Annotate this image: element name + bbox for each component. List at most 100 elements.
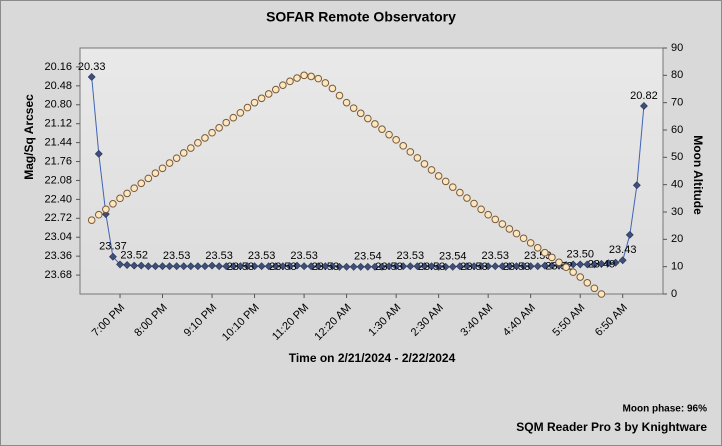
y-tick-label: 20.80 [44,99,72,111]
moon-point [300,71,308,80]
moon-point [505,225,514,233]
sqm-point [130,261,139,270]
moon-point [208,128,216,137]
sqm-point [590,260,599,269]
moon-point [385,130,393,139]
moon-point [250,98,259,107]
moon-point [151,169,160,177]
moon-point [109,200,117,208]
sqm-point [116,260,124,269]
y-tick-label: 23.68 [44,269,72,281]
sqm-point [342,262,351,271]
y2-tick-label: 20 [671,233,683,245]
sqm-point [123,261,132,269]
sqm-point [201,262,209,271]
sqm-point [151,262,160,271]
moon-point [420,160,429,168]
moon-point [364,114,372,123]
moon-point [356,109,365,118]
y-tick-label: 21.12 [44,118,72,130]
sqm-point [257,262,266,271]
sqm-point [583,260,592,269]
sqm-point [597,259,606,268]
sqm-point [101,210,110,219]
moon-point [293,74,301,82]
moon-point [264,90,273,98]
sqm-point [335,262,344,271]
sqm-point [321,262,330,271]
sqm-point [193,262,202,271]
sqm-point [413,262,422,271]
moon-point [463,194,471,202]
sqm-point [137,261,146,270]
moon-point [321,79,330,87]
data-label: 23.37 [99,241,127,253]
sqm-point [392,262,401,271]
y-tick-label: 23.36 [44,250,72,262]
sqm-point [427,262,436,271]
y2-tick-label: 50 [671,151,683,163]
data-label: 23.52 [120,250,148,262]
data-label: 20.82 [630,90,658,102]
moon-point [526,239,535,247]
y-axis-label: Mag/Sq Arcsec [22,94,36,180]
moon-point [371,120,379,128]
sqm-point [406,262,415,271]
moon-point [194,139,202,147]
data-label: 23.53 [312,261,340,273]
sqm-point [618,256,627,265]
sqm-point [370,262,379,271]
data-label: 23.53 [248,250,276,262]
moon-point [413,154,422,162]
sqm-point [484,262,493,271]
moon-point [130,184,138,193]
y2-tick-label: 40 [671,179,683,191]
y2-tick-label: 60 [671,124,683,136]
moon-point [165,159,174,167]
sqm-point [278,262,287,271]
moon-point [456,188,464,197]
data-label: 23.53 [227,261,255,273]
moon-point [307,72,315,81]
moon-point [562,263,570,272]
sqm-point [87,73,96,81]
data-label: 23.53 [163,250,191,262]
moon-point [144,174,153,183]
sqm-point [363,262,372,271]
sqm-point [434,262,443,271]
data-label: 23.53 [269,261,297,273]
credit: SQM Reader Pro 3 by Knightware [516,420,707,434]
moon-point [172,154,181,162]
sqm-point [236,262,245,271]
moon-point [158,164,167,173]
moon-point [349,104,358,112]
sqm-point [208,261,216,270]
moon-point [314,74,323,83]
moon-point [427,166,436,174]
sqm-point [448,262,457,271]
sqm-point [356,262,365,271]
sqm-point [286,262,294,271]
sqm-point [349,262,358,271]
moon-point [590,284,599,293]
moon-point [335,91,344,100]
moon-phase: Moon phase: 96% [623,404,708,415]
moon-point [519,234,528,243]
sqm-point [144,262,153,271]
y2-axis-label: Moon Altitude [691,135,705,215]
y-tick-label: 23.04 [44,231,72,243]
moon-point [342,98,351,107]
data-label: 20.33 [78,61,106,73]
data-label: 23.53 [503,261,531,273]
moon-point [123,189,131,198]
moon-point [477,205,485,214]
data-label: 23.43 [609,244,637,256]
sqm-point [640,102,648,110]
y2-tick-label: 80 [671,69,683,81]
sqm-point [505,262,514,271]
sqm-point [576,260,585,269]
sqm-point [186,262,195,271]
data-label: 23.53 [205,250,233,262]
data-label: 23.53 [418,261,446,273]
